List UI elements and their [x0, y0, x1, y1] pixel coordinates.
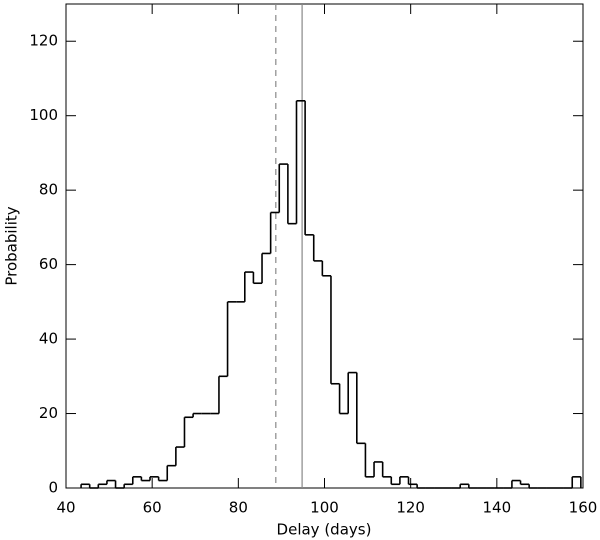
x-tick-label: 60: [143, 499, 162, 517]
y-tick-label: 40: [39, 330, 58, 348]
x-tick-label: 140: [483, 499, 512, 517]
plot-frame: [65, 3, 584, 489]
y-tick-label: 120: [29, 32, 58, 50]
x-tick-label: 40: [56, 499, 75, 517]
y-tick-label: 100: [29, 106, 58, 124]
x-tick-label: 100: [310, 499, 339, 517]
y-tick-label: 0: [48, 479, 58, 497]
y-tick-label: 60: [39, 255, 58, 273]
x-axis-label: Delay (days): [277, 521, 372, 539]
x-tick-label: 80: [229, 499, 248, 517]
x-tick-label: 160: [569, 499, 598, 517]
y-axis-label: Probability: [3, 206, 21, 285]
y-tick-label: 20: [39, 404, 58, 422]
y-tick-label: 80: [39, 181, 58, 199]
x-tick-label: 120: [396, 499, 425, 517]
